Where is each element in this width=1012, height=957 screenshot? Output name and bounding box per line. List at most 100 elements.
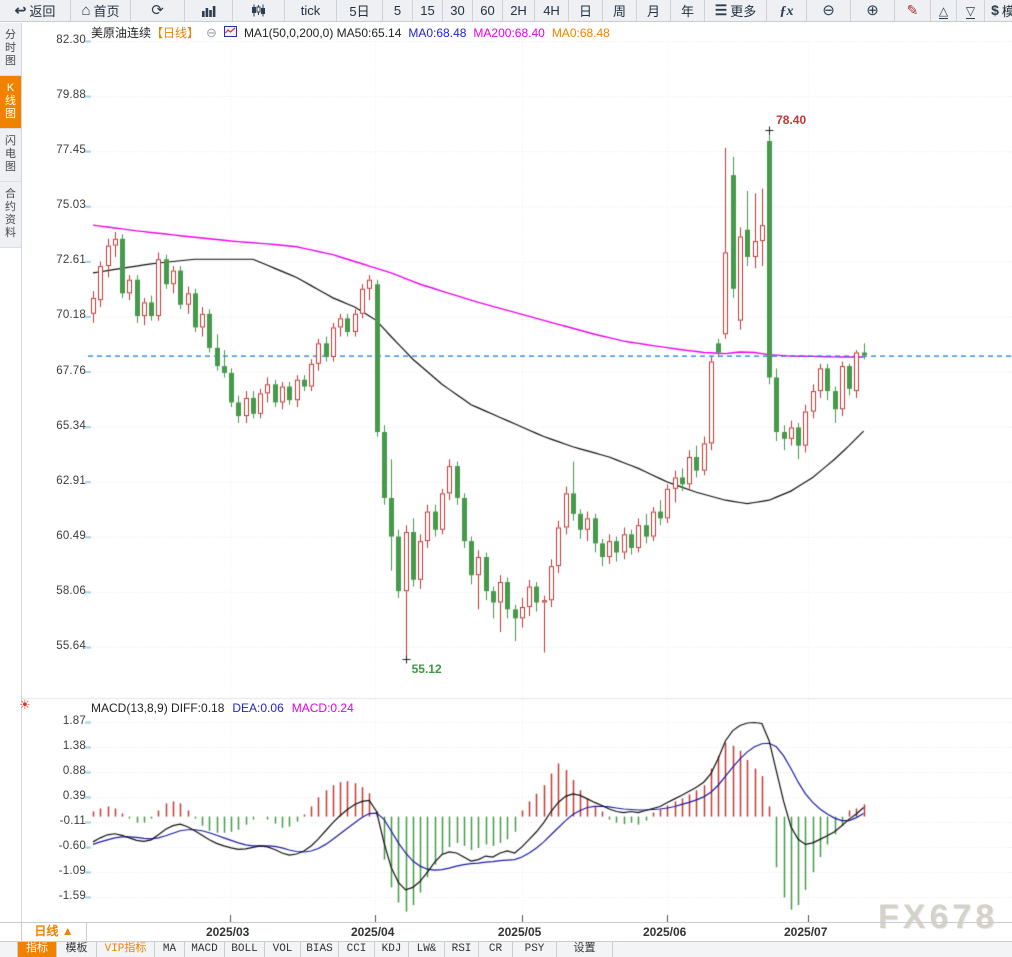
- ma-settings-label: MA1(50,0,200,0) MA50:65.14: [243, 25, 402, 40]
- main-y-tick-label: 55.64: [56, 639, 86, 652]
- toolbar-min30-button[interactable]: 30: [443, 0, 473, 21]
- tab-lw[interactable]: LW&: [409, 942, 445, 957]
- tab-vip-indicator[interactable]: VIP指标: [97, 942, 155, 957]
- tab-rsi[interactable]: RSI: [445, 942, 479, 957]
- toolbar-fx-button[interactable]: ƒx: [767, 0, 807, 21]
- macd-y-tick-label: -1.59: [58, 890, 86, 902]
- main-chart-legend: 美原油连续【日线】 ⊖ MA1(50,0,200,0) MA50:65.14 M…: [91, 24, 610, 41]
- toolbar-label: 4H: [543, 3, 560, 18]
- chart-canvas[interactable]: [0, 23, 1012, 922]
- x-axis-row: [0, 922, 1012, 941]
- toolbar-zoom-in-button[interactable]: ⊕: [851, 0, 895, 21]
- main-y-tick-label: 70.18: [56, 309, 86, 322]
- sidebar-item-time-chart[interactable]: 分时图: [0, 23, 21, 76]
- watermark: FX678: [878, 898, 999, 936]
- toolbar-label: 年: [680, 4, 694, 19]
- toolbar-5day-button[interactable]: 5日: [337, 0, 383, 21]
- indicator-settings-icon[interactable]: ☀: [19, 697, 31, 712]
- toolbar-label: 返回: [29, 4, 56, 19]
- tab-cr[interactable]: CR: [479, 942, 513, 957]
- macd-title: MACD(13,8,9) DIFF:0.18: [91, 701, 225, 715]
- toolbar-home-button[interactable]: ⌂ 首页: [71, 0, 131, 21]
- main-y-tick-label: 62.91: [56, 474, 86, 487]
- toolbar-label: 模拟: [1002, 1, 1012, 20]
- toolbar-label: 15: [420, 3, 435, 18]
- toolbar-back-button[interactable]: ↩ 返回: [0, 0, 71, 21]
- toolbar-triangle-up-button[interactable]: △: [931, 0, 957, 21]
- ma-chart-icon[interactable]: [223, 25, 237, 40]
- toolbar-h2-button[interactable]: 2H: [503, 0, 535, 21]
- main-y-tick-label: 60.49: [56, 529, 86, 542]
- sidebar-item-contract-info[interactable]: 合约资料: [0, 182, 21, 248]
- ma0-blue-value: MA0:68.48: [408, 25, 467, 40]
- toolbar-zoom-out-button[interactable]: ⊖: [807, 0, 851, 21]
- toolbar-more-button[interactable]: ☰ 更多: [705, 0, 767, 21]
- home-icon: ⌂: [81, 2, 91, 19]
- toolbar-triangle-down-button[interactable]: ▽: [957, 0, 985, 21]
- x-axis-month-label: 2025/03: [205, 925, 250, 939]
- tab-cci[interactable]: CCI: [339, 942, 375, 957]
- tab-boll[interactable]: BOLL: [225, 942, 265, 957]
- macd-y-tick-label: 1.87: [62, 715, 86, 727]
- triangle-up-icon: △: [938, 4, 949, 19]
- macd-y-tick-label: 1.38: [62, 740, 86, 752]
- toolbar-h4-button[interactable]: 4H: [535, 0, 569, 21]
- tab-settings[interactable]: 设置: [557, 942, 613, 957]
- symbol-title: 美原油连续【日线】: [91, 24, 199, 41]
- main-y-tick-label: 72.61: [56, 254, 86, 267]
- tab-spacer: [0, 942, 18, 957]
- triangle-down-icon: ▽: [965, 4, 976, 19]
- collapse-icon[interactable]: ⊖: [206, 24, 217, 40]
- pencil-icon: ✎: [906, 2, 919, 18]
- toolbar-yearly-button[interactable]: 年: [671, 0, 705, 21]
- x-axis-month-label: 2025/04: [351, 925, 395, 939]
- macd-y-tick-label: -0.11: [59, 815, 86, 827]
- toolbar-min60-button[interactable]: 60: [473, 0, 503, 21]
- macd-y-tick-label: 0.88: [62, 765, 86, 777]
- tab-bias[interactable]: BIAS: [301, 942, 339, 957]
- bar-chart-icon: [201, 5, 217, 17]
- toolbar-label: 日: [578, 4, 592, 19]
- toolbar-refresh-button[interactable]: ⟳: [131, 0, 185, 21]
- tab-psy[interactable]: PSY: [513, 942, 557, 957]
- toolbar-weekly-button[interactable]: 周: [603, 0, 637, 21]
- toolbar-simulate-button[interactable]: $模拟: [985, 0, 1012, 21]
- toolbar-label: 月: [646, 4, 660, 19]
- toolbar-label: 周: [612, 4, 626, 19]
- fx-icon: ƒx: [779, 3, 794, 19]
- toolbar-monthly-button[interactable]: 月: [637, 0, 671, 21]
- tab-vol[interactable]: VOL: [265, 942, 301, 957]
- toolbar-label: tick: [300, 3, 321, 18]
- toolbar-draw-button[interactable]: ✎: [895, 0, 931, 21]
- toolbar-bar-chart-button[interactable]: [185, 0, 233, 21]
- main-y-tick-label: 79.88: [56, 89, 86, 102]
- toolbar-daily-button[interactable]: 日: [569, 0, 603, 21]
- toolbar-min15-button[interactable]: 15: [413, 0, 443, 21]
- toolbar-min5-button[interactable]: 5: [383, 0, 413, 21]
- toolbar-tick-button[interactable]: tick: [285, 0, 337, 21]
- menu-icon: ☰: [714, 2, 728, 18]
- period-tag: 【日线】: [151, 26, 200, 40]
- main-y-tick-label: 67.76: [56, 364, 86, 377]
- tab-ma[interactable]: MA: [155, 942, 185, 957]
- x-axis-month-label: 2025/07: [784, 925, 828, 939]
- toolbar-candlestick-button[interactable]: [233, 0, 285, 21]
- toolbar-label: 首页: [93, 4, 120, 19]
- tab-macd[interactable]: MACD: [185, 942, 225, 957]
- period-selector[interactable]: 日线 ▲: [21, 922, 87, 941]
- macd-legend: MACD(13,8,9) DIFF:0.18 DEA:0.06 MACD:0.2…: [91, 701, 354, 715]
- ma0-orange-value: MA0:68.48: [551, 25, 610, 40]
- main-y-tick-label: 75.03: [56, 199, 86, 212]
- x-axis-month-label: 2025/05: [497, 925, 542, 939]
- macd-value: MACD:0.24: [291, 701, 354, 715]
- tab-indicator[interactable]: 指标: [18, 942, 57, 957]
- ma200-value: MA200:68.40: [473, 25, 545, 40]
- tab-kdj[interactable]: KDJ: [375, 942, 409, 957]
- main-y-tick-label: 58.06: [56, 584, 86, 597]
- sidebar-item-flash-chart[interactable]: 闪电图: [0, 129, 21, 182]
- tab-template[interactable]: 模板: [57, 942, 97, 957]
- back-arrow-icon: ↩: [14, 2, 27, 18]
